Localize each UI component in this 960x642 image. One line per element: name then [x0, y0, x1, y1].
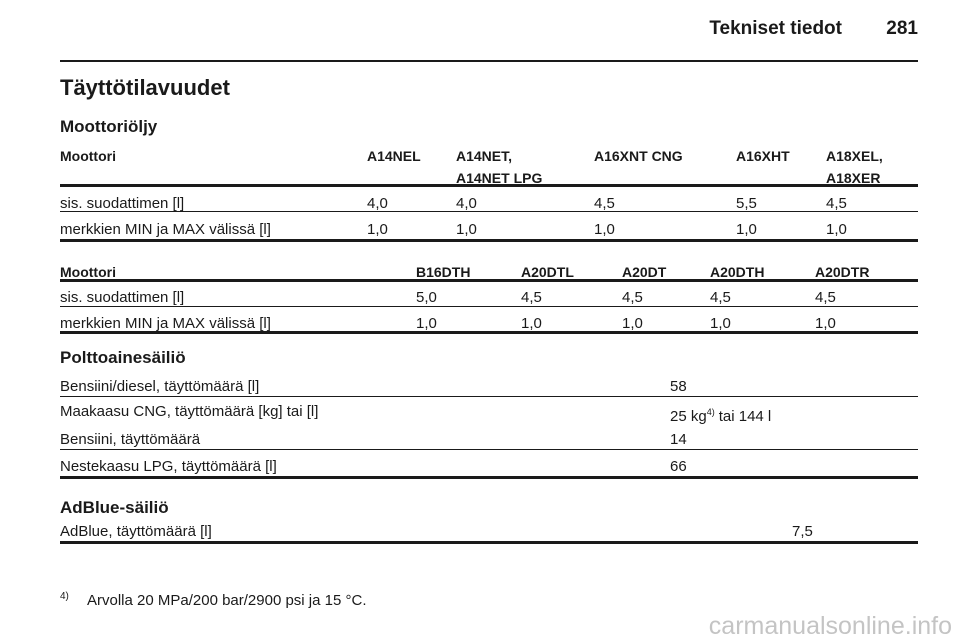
column-header: A20DT	[622, 264, 667, 280]
column-header: Moottori	[60, 264, 116, 280]
table-cell: 1,0	[521, 315, 542, 332]
column-header: A20DTH	[710, 264, 765, 280]
page-title: Täyttötilavuudet	[60, 75, 230, 100]
thick-rule	[60, 541, 918, 544]
column-header: Moottori	[60, 148, 116, 164]
table-cell: 4,5	[815, 289, 836, 306]
row-label: merkkien MIN ja MAX välissä [l]	[60, 221, 271, 238]
table-cell: 66	[670, 458, 687, 475]
table-cell: 14	[670, 431, 687, 448]
page-number: 281	[886, 18, 918, 39]
column-header: A20DTL	[521, 264, 574, 280]
section-title: Tekniset tiedot	[709, 18, 842, 39]
row-label: Nestekaasu LPG, täyttömäärä [l]	[60, 458, 277, 475]
column-header: A14NEL	[367, 148, 421, 164]
table-cell: 58	[670, 378, 687, 395]
table-cell: 4,5	[710, 289, 731, 306]
column-header: A16XHT	[736, 148, 790, 164]
row-label: Maakaasu CNG, täyttömäärä [kg] tai [l]	[60, 403, 319, 420]
rule	[60, 306, 918, 307]
row-label: merkkien MIN ja MAX välissä [l]	[60, 315, 271, 332]
section-heading: Polttoainesäiliö	[60, 348, 186, 367]
thick-rule	[60, 476, 918, 479]
column-header: B16DTH	[416, 264, 471, 280]
rule	[60, 211, 918, 212]
table-cell: 1,0	[710, 315, 731, 332]
table-cell: 1,0	[622, 315, 643, 332]
table-cell: 1,0	[367, 221, 388, 238]
table-cell: 7,5	[792, 523, 813, 540]
section-heading: AdBlue-säiliö	[60, 498, 169, 517]
thick-rule	[60, 279, 918, 282]
rule	[60, 449, 918, 450]
table-cell: 1,0	[594, 221, 615, 238]
header-rule	[60, 60, 918, 62]
table-cell: 4,5	[826, 195, 847, 212]
table-cell: 5,0	[416, 289, 437, 306]
table-cell: 5,5	[736, 195, 757, 212]
table-cell: 4,5	[594, 195, 615, 212]
footnote-mark: 4)	[60, 591, 69, 602]
table-cell: 1,0	[456, 221, 477, 238]
column-header: A16XNT CNG	[594, 148, 683, 164]
column-header: A20DTR	[815, 264, 870, 280]
table-cell: 4,0	[456, 195, 477, 212]
row-label: sis. suodattimen [l]	[60, 289, 185, 306]
thick-rule	[60, 331, 918, 334]
footnote-ref: 4)	[706, 407, 715, 417]
table-cell: 4,5	[521, 289, 542, 306]
thick-rule	[60, 184, 918, 187]
row-label: AdBlue, täyttömäärä [l]	[60, 523, 212, 540]
footnote-text: Arvolla 20 MPa/200 bar/2900 psi ja 15 °C…	[87, 592, 367, 609]
row-label: Bensiini/diesel, täyttömäärä [l]	[60, 378, 260, 395]
rule	[60, 396, 918, 397]
row-label: Bensiini, täyttömäärä	[60, 431, 201, 448]
section-heading: Moottoriöljy	[60, 117, 158, 136]
row-label: sis. suodattimen [l]	[60, 195, 185, 212]
table-cell: 1,0	[826, 221, 847, 238]
watermark: carmanualsonline.info	[708, 612, 952, 640]
value: 25 kg	[670, 408, 707, 425]
table-cell: 4,5	[622, 289, 643, 306]
column-header: A18XEL, A18XER	[826, 148, 883, 186]
table-cell: 4,0	[367, 195, 388, 212]
thick-rule	[60, 239, 918, 242]
table-cell: 1,0	[736, 221, 757, 238]
value-rest: tai 144 l	[718, 408, 772, 425]
table-cell: 25 kg4) tai 144 l	[670, 401, 771, 428]
column-header: A14NET, A14NET LPG	[456, 148, 543, 186]
table-cell: 1,0	[416, 315, 437, 332]
table-cell: 1,0	[815, 315, 836, 332]
